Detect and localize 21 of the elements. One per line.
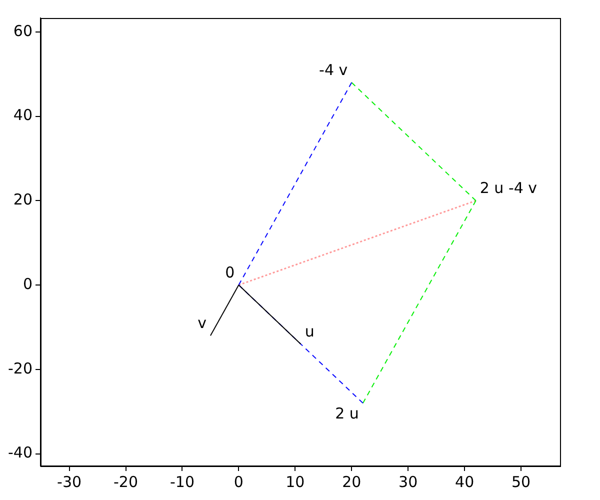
x-tick-label: 30 — [398, 472, 418, 491]
y-tick-label: -20 — [8, 359, 32, 378]
x-tick-label: -10 — [170, 472, 194, 491]
y-tick-label: -40 — [8, 444, 32, 462]
annotation: 2 u — [335, 404, 359, 423]
x-tick-label: 50 — [511, 472, 531, 491]
x-tick-label: -30 — [57, 472, 82, 491]
x-tick-label: -20 — [114, 472, 138, 491]
annotation: v — [198, 314, 207, 332]
x-tick-label: 40 — [455, 472, 474, 491]
x-tick-label: 20 — [342, 472, 362, 491]
x-tick-label: 10 — [286, 472, 305, 491]
y-tick-label: 40 — [13, 106, 32, 124]
annotation: -4 v — [319, 60, 348, 79]
y-tick-label: 60 — [13, 22, 32, 40]
annotation: 2 u -4 v — [480, 179, 538, 198]
annotation: u — [304, 322, 314, 340]
annotation: 0 — [225, 263, 235, 282]
y-tick-label: 20 — [13, 190, 32, 209]
x-tick-label: 0 — [234, 472, 244, 491]
y-tick-label: 0 — [22, 274, 32, 293]
